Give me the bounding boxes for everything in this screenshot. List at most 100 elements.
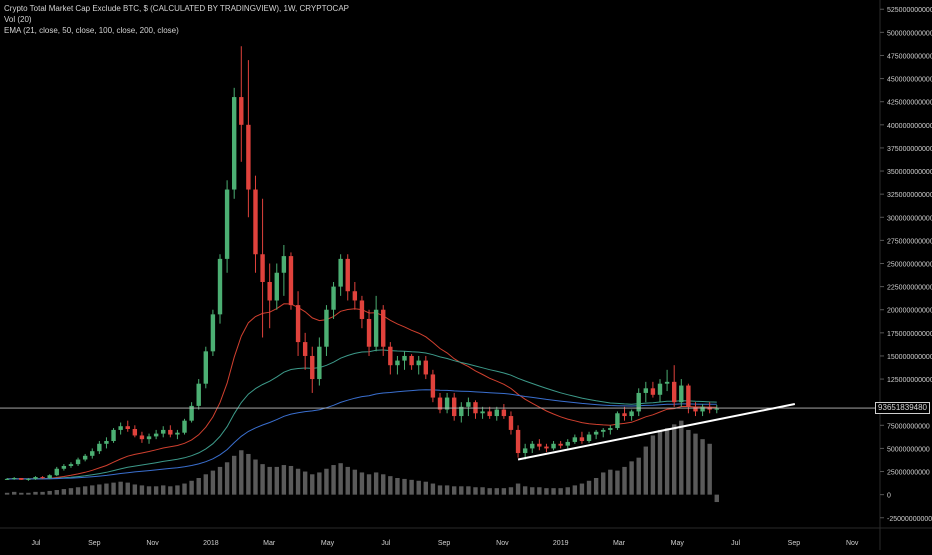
candle-body [451,397,457,417]
chart-legend: Crypto Total Market Cap Exclude BTC, $ (… [4,3,349,36]
candle-body [338,258,343,287]
candle-body [288,256,294,306]
y-tick-label: 400000000000 [887,123,932,130]
candle-body [324,309,329,347]
candle-body [636,392,641,412]
volume-bar [82,486,88,495]
y-tick-label: 500000000000 [887,30,932,37]
y-tick-label: 150000000000 [887,354,932,361]
candle-body [601,429,606,432]
candle-body [373,309,379,347]
volume-bar [693,433,698,495]
ema-group [7,303,717,480]
volume-bar [501,488,507,495]
candle-body [310,355,315,380]
volume-bar [288,465,294,495]
candle-body [671,381,677,403]
volume-bar [409,479,414,495]
candle-body [679,385,684,403]
candle-body [551,443,556,449]
y-tick-label: 75000000000 [887,423,930,430]
candle-body [246,124,251,190]
candle-body [281,256,287,273]
volume-bar [40,491,45,495]
candle-body [629,411,634,417]
candle-body [19,477,24,480]
volume-bar [33,491,38,495]
volume-bar [97,484,102,495]
volume-bar [274,466,279,495]
candle-body [416,360,421,366]
candle-body [487,411,492,417]
y-tick-label: 125000000000 [887,377,932,384]
candle-body [61,465,67,469]
candle-body [423,360,429,375]
volume-bar [451,486,457,495]
volume-bar [239,450,244,495]
volume-bar [139,485,145,495]
volume-bar [231,455,237,495]
candle-body [508,416,514,430]
y-axis: 5250000000005000000000004750000000004500… [879,0,932,550]
volume-legend: Vol (20) [4,15,32,24]
candle-body [118,426,123,430]
volume-bar [423,481,429,495]
volume-bar [537,487,542,495]
candle-body [714,408,719,410]
candle-body [168,429,173,435]
chart-title: Crypto Total Market Cap Exclude BTC, $ (… [4,4,349,13]
volume-bar [19,492,24,495]
candle-body [26,478,31,480]
volume-bar [480,487,485,495]
volume-bar [487,488,492,495]
volume-bar [430,483,436,495]
x-tick-label: Sep [88,540,101,547]
volume-bar [629,461,634,495]
volume-bar [132,484,138,495]
volume-bar [26,492,31,495]
candles-group [4,46,719,481]
candle-body [494,409,499,417]
candle-body [565,441,570,446]
candle-body [402,355,407,361]
candle-body [359,300,365,319]
candle-body [75,459,81,465]
volume-bar [494,488,499,495]
x-tick-label: May [671,540,685,547]
volume-bar [153,486,159,495]
volume-bar [530,487,535,495]
y-tick-label: 300000000000 [887,215,932,222]
x-tick-label: 2019 [553,540,569,547]
candle-body [686,385,691,407]
candle-body [11,477,17,479]
candle-body [210,314,216,352]
y-tick-label: 375000000000 [887,146,932,153]
candle-body [579,437,585,442]
candle-body [231,97,237,190]
volume-bar [168,486,173,495]
volume-bar [90,485,95,495]
candle-body [239,97,244,125]
x-tick-label: Jul [381,540,390,547]
y-tick-label: 350000000000 [887,169,932,176]
volume-bar [416,480,421,495]
volume-bar [551,488,556,495]
candle-body [352,291,358,301]
candle-body [700,406,705,412]
y-tick-label: 450000000000 [887,77,932,84]
candle-body [381,309,386,347]
volume-bar [572,485,578,495]
volume-bar [544,488,549,495]
y-tick-label: 25000000000 [887,470,930,477]
volume-bar [366,474,372,495]
overlay-lines-group [0,403,880,461]
volume-bar [338,463,343,495]
volume-bar [459,486,464,495]
candle-body [317,346,322,380]
candle-body [366,318,372,347]
candle-body [82,455,88,460]
volume-bar [508,487,514,495]
candle-body [182,420,187,433]
candle-body [693,406,698,412]
volume-bar [381,474,386,495]
